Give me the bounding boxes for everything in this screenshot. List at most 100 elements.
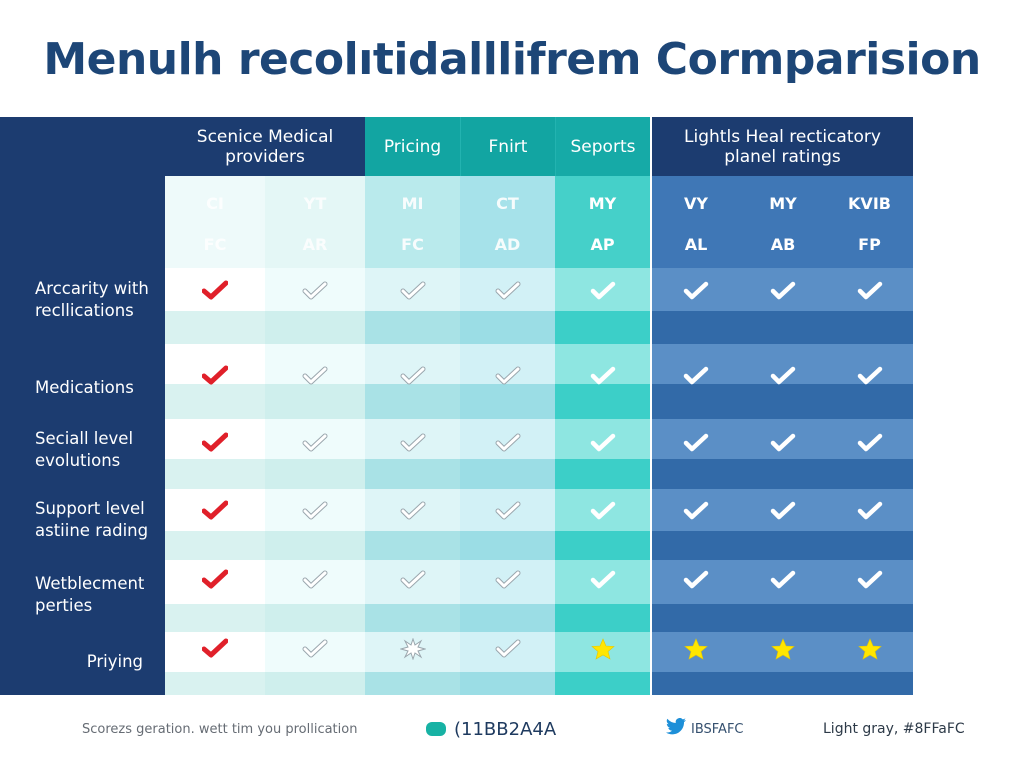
row-band (365, 531, 460, 560)
row-band (826, 672, 913, 695)
row-band (740, 268, 826, 311)
row-band (555, 531, 650, 560)
row-band (652, 531, 740, 560)
check-outline-icon (460, 279, 555, 303)
row-band (826, 459, 913, 489)
column-divider (650, 117, 652, 695)
column-code-top: MI (401, 194, 424, 213)
row-label-pricing: Priying (86, 652, 143, 671)
row-band (365, 459, 460, 489)
check-icon (555, 431, 650, 455)
row-band (826, 604, 913, 632)
star-icon (740, 637, 826, 661)
row-band (365, 604, 460, 632)
row-band (555, 268, 650, 311)
table-column: CT AD (460, 176, 555, 695)
column-code-top: KVIB (848, 194, 891, 213)
row-band (740, 419, 826, 459)
twitter-bird-icon (665, 718, 687, 740)
check-outline-icon (365, 431, 460, 455)
check-icon (826, 568, 913, 592)
header-fnirt: Fnirt (460, 117, 555, 176)
row-band (555, 459, 650, 489)
row-band (460, 531, 555, 560)
row-band (460, 419, 555, 459)
row-label-support-level: Support level astiine rading (35, 499, 149, 540)
table-column: CI FC (165, 176, 265, 695)
row-band (652, 311, 740, 344)
row-band (740, 531, 826, 560)
row-band (652, 419, 740, 459)
check-icon (652, 499, 740, 523)
row-band (165, 672, 265, 695)
row-band (740, 604, 826, 632)
row-band (165, 604, 265, 632)
check-icon (555, 568, 650, 592)
row-band (265, 459, 365, 489)
check-icon (740, 364, 826, 388)
table-column: VY AL (652, 176, 740, 695)
table-column: MY AP (555, 176, 650, 695)
row-band (555, 419, 650, 459)
row-band (460, 672, 555, 695)
column-code-top: MY (769, 194, 797, 213)
check-red-icon (165, 568, 265, 592)
row-label-social-level: Seciall level evolutions (35, 429, 134, 470)
row-band (165, 268, 265, 311)
check-icon (555, 279, 650, 303)
burst-icon (365, 637, 460, 661)
header-group-medical-providers: Scenice Medical providers (165, 117, 365, 176)
comparison-table: Arccarity with recllications Medications… (0, 117, 913, 695)
check-icon (826, 364, 913, 388)
check-outline-icon (460, 568, 555, 592)
check-outline-icon (265, 431, 365, 455)
teal-swatch-icon (426, 722, 446, 736)
row-band (265, 268, 365, 311)
check-icon (652, 364, 740, 388)
row-band (826, 419, 913, 459)
check-outline-icon (265, 499, 365, 523)
row-band (826, 489, 913, 531)
check-icon (740, 279, 826, 303)
check-icon (652, 279, 740, 303)
row-band (265, 604, 365, 632)
check-icon (740, 568, 826, 592)
row-label-accuracy: Arccarity with recllications (35, 279, 149, 320)
row-band (460, 384, 555, 419)
check-outline-icon (460, 431, 555, 455)
row-band (740, 384, 826, 419)
column-code-bottom: AD (494, 235, 521, 254)
row-band (740, 311, 826, 344)
column-code-top: CI (206, 194, 224, 213)
row-band (652, 489, 740, 531)
row-band (165, 419, 265, 459)
check-icon (826, 279, 913, 303)
check-outline-icon (265, 637, 365, 661)
row-band (460, 311, 555, 344)
page-title: Menulh recolıtidalllifrem Cormparision (43, 34, 981, 85)
table-column: YT AR (265, 176, 365, 695)
row-label-column: Arccarity with recllications Medications… (0, 117, 165, 695)
row-band (740, 672, 826, 695)
check-icon (826, 499, 913, 523)
row-band (165, 531, 265, 560)
row-band (555, 311, 650, 344)
check-red-icon (165, 499, 265, 523)
header-seports: Seports (555, 117, 650, 176)
check-red-icon (165, 431, 265, 455)
row-band (652, 459, 740, 489)
row-band (652, 672, 740, 695)
row-band (652, 604, 740, 632)
check-icon (555, 499, 650, 523)
row-band (365, 384, 460, 419)
row-band (555, 489, 650, 531)
check-outline-icon (265, 279, 365, 303)
row-label-medications: Medications (35, 378, 134, 397)
check-outline-icon (365, 364, 460, 388)
table-column: MY AB (740, 176, 826, 695)
footer-color-blue: IBSFAFC (665, 718, 744, 740)
row-band (652, 384, 740, 419)
column-code-bottom: AL (684, 235, 708, 254)
column-code-top: YT (303, 194, 327, 213)
check-icon (740, 431, 826, 455)
